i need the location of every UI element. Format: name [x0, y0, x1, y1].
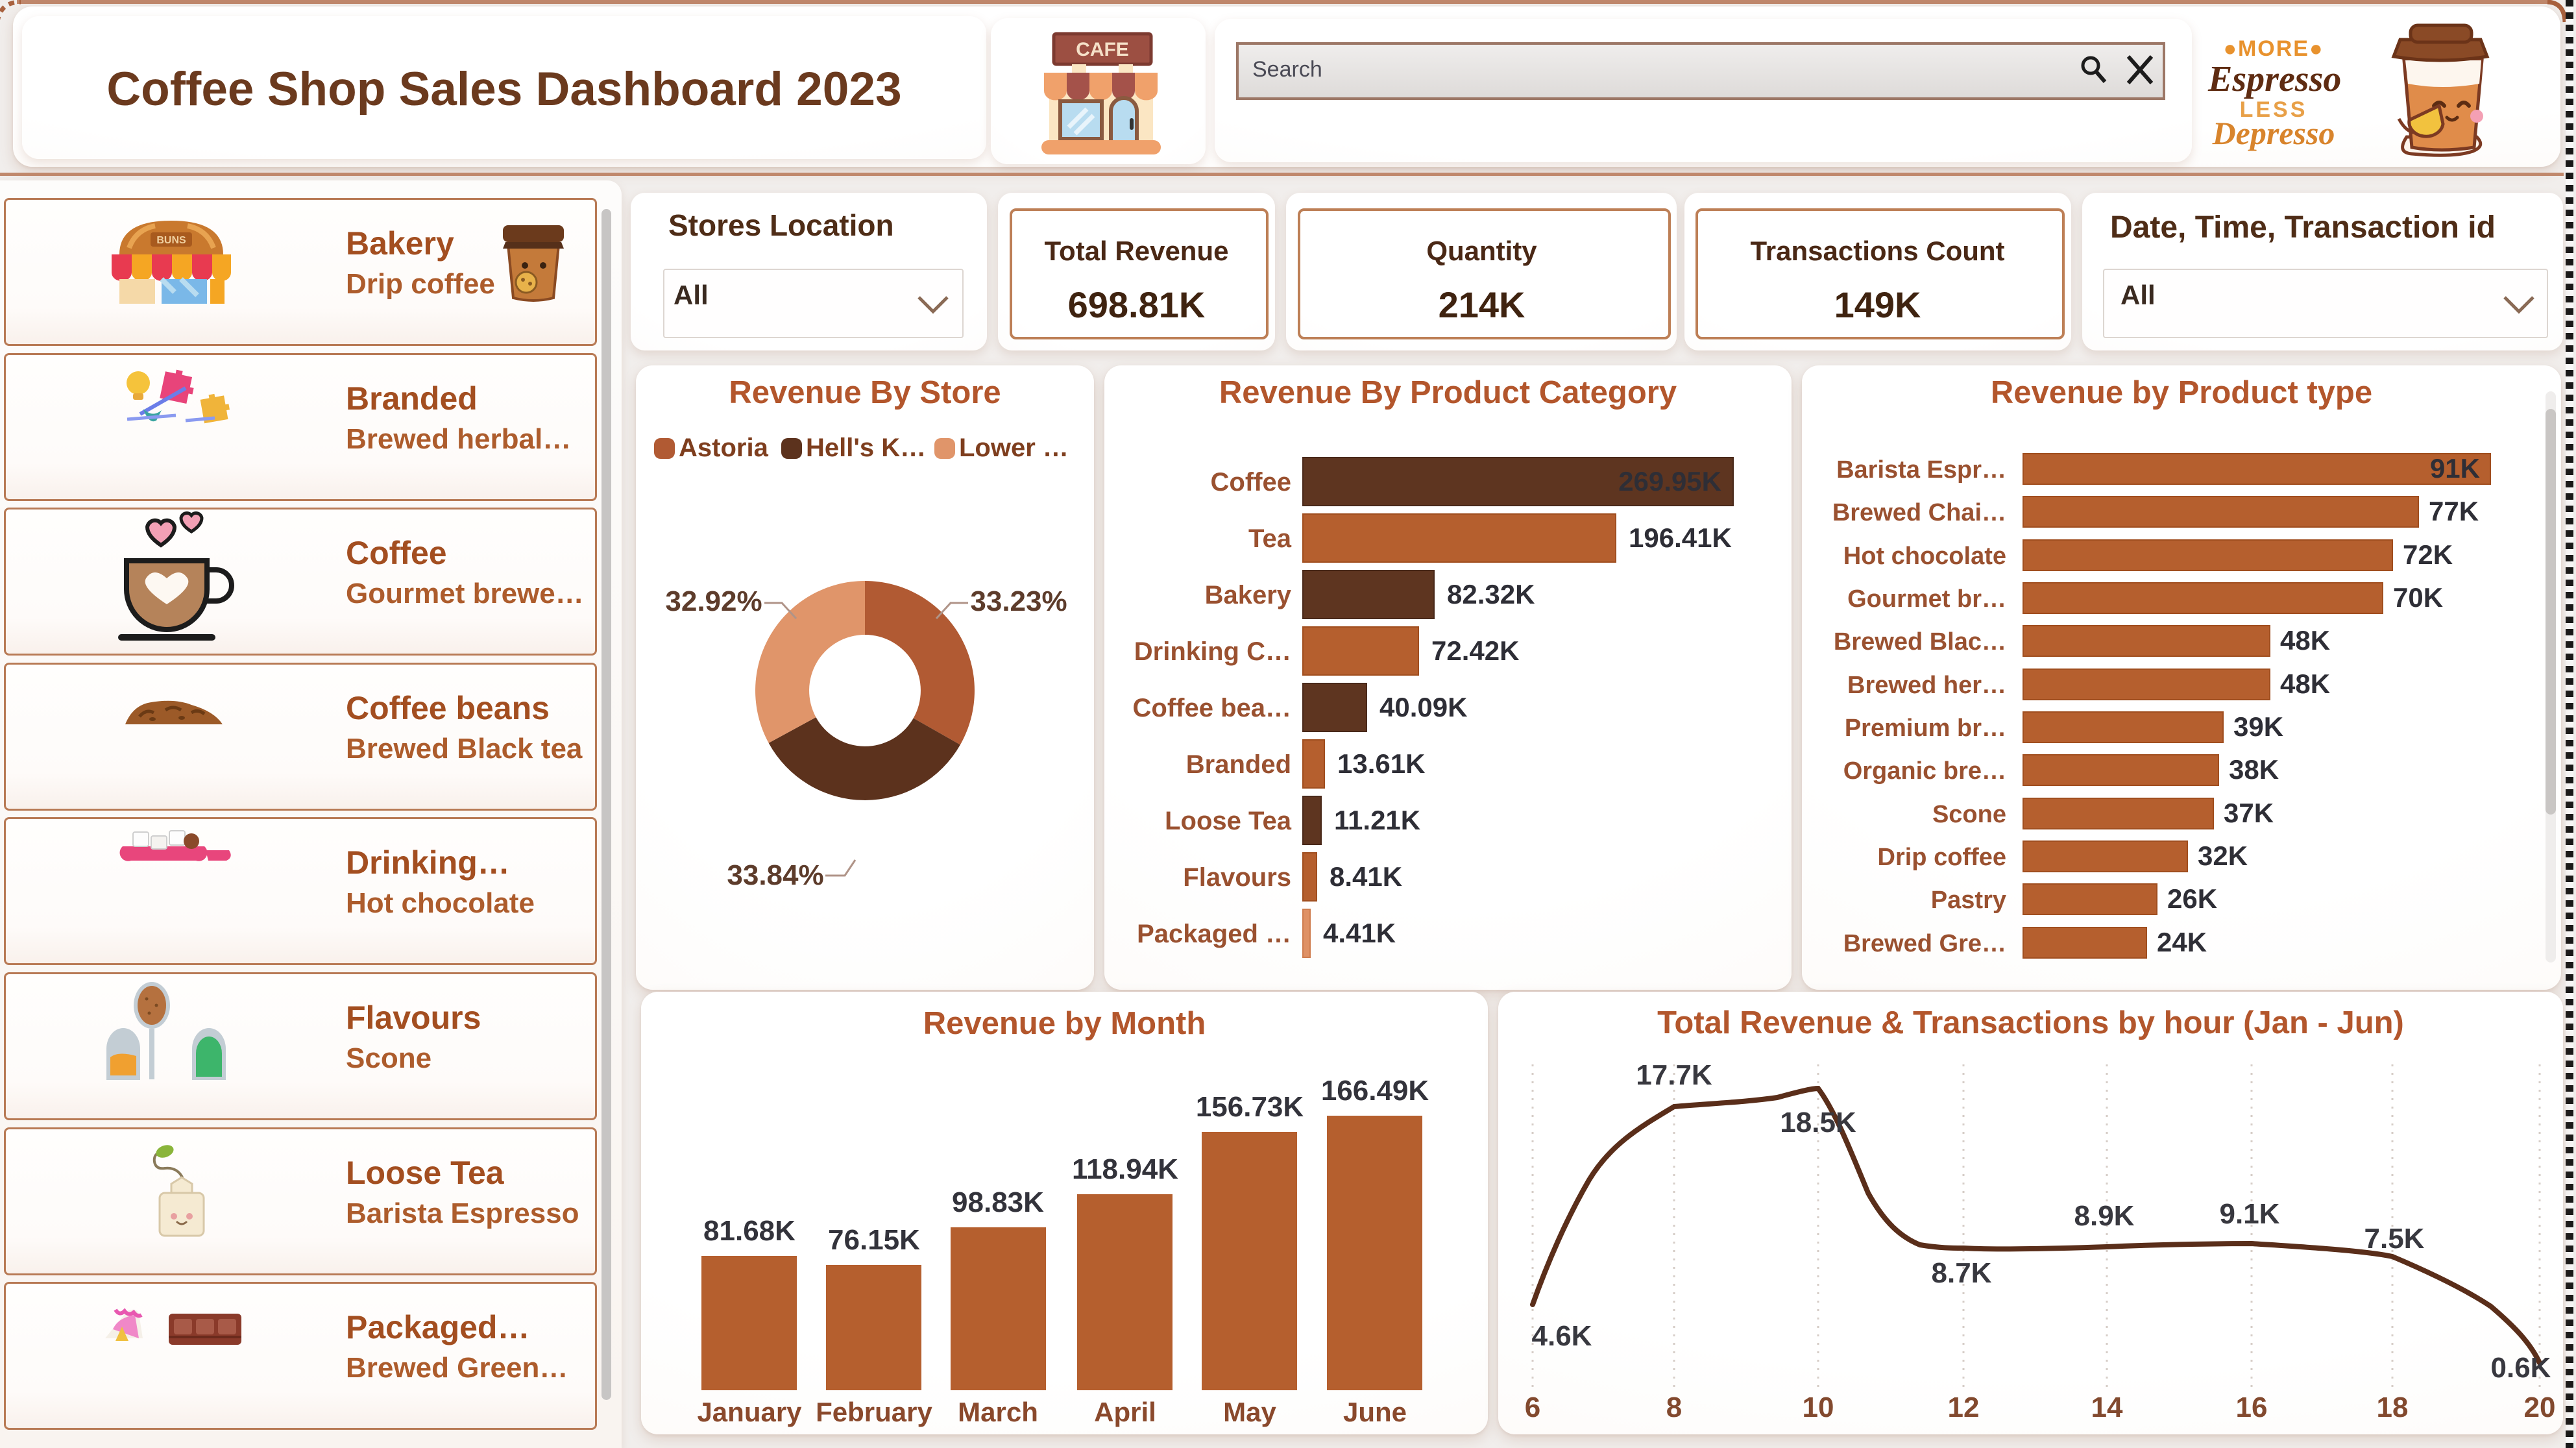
svg-text:Premium br…: Premium br…: [1845, 715, 2006, 742]
svg-text:CAFE: CAFE: [1076, 39, 1129, 60]
svg-text:January: January: [697, 1397, 802, 1427]
svg-text:77K: 77K: [2429, 496, 2479, 526]
svg-text:81.68K: 81.68K: [703, 1215, 796, 1247]
svg-text:91K: 91K: [2430, 453, 2480, 484]
svg-text:May: May: [1223, 1397, 1276, 1427]
svg-text:Hell's K…: Hell's K…: [806, 434, 926, 462]
svg-text:June: June: [1343, 1397, 1407, 1427]
svg-text:70K: 70K: [2393, 582, 2443, 613]
svg-text:17.7K: 17.7K: [1636, 1059, 1712, 1091]
svg-text:Loose Tea: Loose Tea: [1165, 807, 1292, 835]
svg-text:82.32K: 82.32K: [1447, 579, 1535, 609]
svg-text:BUNS: BUNS: [156, 235, 186, 246]
svg-text:13.61K: 13.61K: [1337, 748, 1425, 779]
svg-text:14: 14: [2091, 1392, 2123, 1423]
svg-text:Drip coffee: Drip coffee: [1878, 844, 2006, 871]
svg-text:Pastry: Pastry: [1931, 887, 2006, 914]
svg-text:Scone: Scone: [1932, 801, 2006, 828]
svg-text:6: 6: [1525, 1392, 1540, 1423]
svg-text:196.41K: 196.41K: [1629, 522, 1732, 553]
svg-text:March: March: [958, 1397, 1038, 1427]
svg-text:April: April: [1094, 1397, 1156, 1427]
svg-text:16: 16: [2236, 1392, 2268, 1423]
svg-text:11.21K: 11.21K: [1334, 805, 1420, 835]
svg-text:Branded: Branded: [1186, 750, 1291, 779]
svg-text:33.84%: 33.84%: [727, 859, 823, 891]
svg-text:20: 20: [2524, 1392, 2556, 1423]
svg-text:166.49K: 166.49K: [1321, 1075, 1429, 1107]
svg-text:38K: 38K: [2229, 754, 2279, 785]
svg-text:7.5K: 7.5K: [2364, 1223, 2425, 1255]
svg-text:24K: 24K: [2157, 927, 2207, 957]
svg-text:8.7K: 8.7K: [1932, 1257, 1992, 1289]
svg-text:72K: 72K: [2403, 539, 2453, 570]
svg-text:32K: 32K: [2198, 841, 2248, 871]
svg-text:Brewed Blac…: Brewed Blac…: [1834, 628, 2006, 656]
svg-text:Astoria: Astoria: [679, 434, 769, 462]
svg-text:118.94K: 118.94K: [1072, 1153, 1178, 1185]
svg-text:72.42K: 72.42K: [1431, 635, 1519, 666]
svg-text:48K: 48K: [2280, 669, 2330, 699]
svg-text:Brewed Gre…: Brewed Gre…: [1843, 930, 2006, 957]
svg-text:48K: 48K: [2280, 625, 2330, 656]
svg-text:Coffee bea…: Coffee bea…: [1133, 694, 1292, 722]
svg-text:February: February: [816, 1397, 932, 1427]
svg-text:26K: 26K: [2167, 883, 2217, 914]
svg-text:39K: 39K: [2233, 711, 2283, 742]
svg-text:8: 8: [1666, 1392, 1682, 1423]
svg-text:18.5K: 18.5K: [1780, 1107, 1856, 1138]
svg-text:269.95K: 269.95K: [1618, 466, 1721, 497]
svg-text:40.09K: 40.09K: [1379, 692, 1467, 722]
svg-text:0.6K: 0.6K: [2491, 1352, 2551, 1384]
svg-text:4.6K: 4.6K: [1532, 1320, 1592, 1352]
svg-text:Bakery: Bakery: [1205, 581, 1292, 609]
svg-text:8.41K: 8.41K: [1330, 861, 1402, 892]
svg-text:Barista Espr…: Barista Espr…: [1836, 456, 2006, 484]
svg-text:32.92%: 32.92%: [665, 585, 762, 617]
svg-text:Organic bre…: Organic bre…: [1843, 757, 2006, 785]
svg-text:Packaged …: Packaged …: [1137, 920, 1291, 948]
svg-text:Drinking C…: Drinking C…: [1134, 637, 1291, 666]
svg-text:10: 10: [1803, 1392, 1834, 1423]
svg-text:37K: 37K: [2224, 798, 2274, 828]
svg-text:156.73K: 156.73K: [1196, 1091, 1304, 1123]
svg-text:Gourmet br…: Gourmet br…: [1847, 585, 2006, 613]
svg-text:18: 18: [2377, 1392, 2409, 1423]
svg-text:76.15K: 76.15K: [828, 1224, 920, 1256]
svg-text:9.1K: 9.1K: [2220, 1198, 2280, 1230]
svg-text:98.83K: 98.83K: [952, 1186, 1044, 1218]
svg-text:Brewed Chai…: Brewed Chai…: [1832, 499, 2006, 526]
svg-text:12: 12: [1948, 1392, 1980, 1423]
svg-text:8.9K: 8.9K: [2074, 1200, 2135, 1232]
svg-text:Hot chocolate: Hot chocolate: [1843, 543, 2006, 570]
svg-text:Brewed her…: Brewed her…: [1847, 672, 2006, 699]
svg-text:33.23%: 33.23%: [970, 585, 1067, 617]
svg-text:Tea: Tea: [1248, 524, 1292, 553]
svg-text:Flavours: Flavours: [1183, 863, 1291, 892]
svg-text:Lower …: Lower …: [959, 434, 1069, 462]
svg-text:4.41K: 4.41K: [1323, 918, 1396, 948]
svg-text:Coffee: Coffee: [1211, 468, 1291, 497]
